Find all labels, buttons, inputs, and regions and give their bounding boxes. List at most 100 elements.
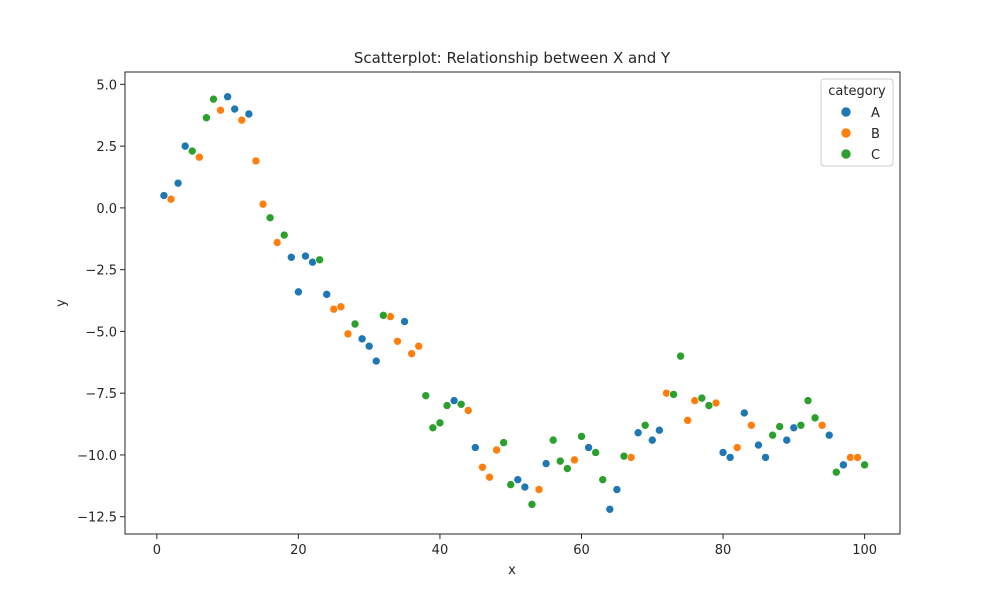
point-series-a [230, 104, 240, 114]
point-series-c [350, 319, 360, 329]
point-series-a [584, 443, 593, 452]
x-tick-label: 80 [715, 543, 732, 558]
point-series-c [209, 94, 218, 104]
point-series-a [754, 440, 763, 450]
y-axis-label: y [54, 299, 69, 307]
point-series-b [747, 420, 756, 430]
point-series-a [520, 482, 530, 492]
point-series-c [202, 113, 211, 123]
point-series-b [478, 462, 487, 472]
point-series-b [258, 199, 268, 209]
point-series-a [541, 459, 551, 468]
y-tick-label: 2.5 [96, 140, 117, 155]
point-series-b [251, 156, 261, 166]
point-series-a [647, 435, 657, 445]
point-series-c [832, 467, 841, 477]
point-series-b [166, 194, 176, 204]
legend-label-a: A [871, 106, 880, 121]
point-series-c [548, 435, 558, 445]
chart-title: Scatterplot: Relationship between X and … [354, 49, 671, 67]
point-series-a [294, 287, 303, 297]
point-series-c [555, 456, 565, 466]
y-tick-label: 0.0 [96, 202, 117, 217]
point-series-b [817, 420, 827, 430]
legend-box [820, 78, 894, 167]
point-series-b [534, 485, 544, 494]
point-series-c [704, 401, 714, 410]
point-series-a [180, 141, 190, 151]
point-series-a [471, 443, 480, 452]
point-series-a [159, 191, 169, 200]
point-series-a [633, 428, 643, 438]
point-series-a [301, 251, 310, 261]
point-series-b [414, 341, 424, 351]
point-series-c [669, 390, 678, 399]
point-series-b [216, 105, 225, 115]
point-series-b [237, 115, 247, 125]
point-series-a [718, 448, 728, 457]
y-tick-label: 5.0 [96, 78, 117, 93]
point-series-b [570, 455, 579, 465]
point-series-c [577, 432, 586, 441]
point-series-c [265, 213, 275, 223]
y-tick-label: −10.0 [77, 449, 117, 464]
x-axis-label: x [508, 563, 516, 578]
point-series-c [796, 420, 806, 430]
point-series-a [605, 504, 615, 514]
point-series-c [435, 418, 445, 428]
point-series-b [336, 302, 346, 312]
point-series-a [761, 453, 770, 462]
point-series-a [371, 356, 381, 366]
point-series-c [598, 475, 608, 484]
legend-marker-a [840, 106, 852, 118]
x-tick-label: 40 [432, 543, 449, 558]
legend-label-b: B [871, 127, 880, 142]
point-series-c [379, 311, 388, 320]
point-series-c [803, 396, 813, 405]
point-series-c [697, 393, 707, 403]
legend-marker-b [840, 127, 852, 139]
point-series-c [640, 420, 650, 430]
point-series-c [187, 146, 197, 156]
point-series-a [782, 435, 792, 445]
point-series-c [768, 430, 777, 440]
point-series-c [421, 391, 431, 400]
legend-marker-c [840, 148, 852, 160]
point-series-c [591, 448, 600, 457]
point-series-c [810, 413, 820, 423]
point-series-c [442, 401, 452, 410]
point-series-b [626, 453, 636, 462]
y-tick-label: −12.5 [77, 511, 117, 526]
y-tick-label: −7.5 [85, 387, 117, 402]
point-series-c [279, 230, 289, 240]
point-series-c [315, 255, 324, 265]
point-series-a [364, 341, 374, 351]
point-series-c [527, 500, 537, 509]
point-series-c [563, 464, 572, 473]
point-series-c [775, 422, 784, 431]
point-series-c [499, 438, 508, 447]
point-series-b [853, 453, 862, 462]
point-series-a [725, 453, 735, 462]
x-tick-label: 20 [290, 543, 307, 558]
point-series-b [343, 329, 353, 339]
legend-title: category [828, 84, 886, 99]
y-tick-label: −5.0 [85, 325, 117, 340]
point-series-a [244, 109, 254, 119]
point-series-a [513, 475, 523, 484]
legend: category ABC [820, 78, 894, 167]
y-axis: 5.0 2.5 0.0 −2.5 −5.0 −7.5 −10.0 −12.5 [77, 78, 125, 526]
point-series-b [195, 152, 204, 162]
x-axis: 0 20 40 60 80 100 [153, 534, 877, 558]
point-series-c [428, 423, 438, 433]
point-series-a [287, 252, 296, 262]
point-series-b [386, 312, 395, 321]
y-tick-label: −2.5 [85, 264, 117, 279]
point-series-b [485, 472, 494, 482]
point-series-a [400, 317, 409, 326]
point-series-a [357, 334, 367, 344]
point-series-b [407, 349, 416, 358]
point-series-b [463, 406, 473, 415]
point-series-b [732, 443, 742, 452]
point-series-b [272, 238, 282, 247]
